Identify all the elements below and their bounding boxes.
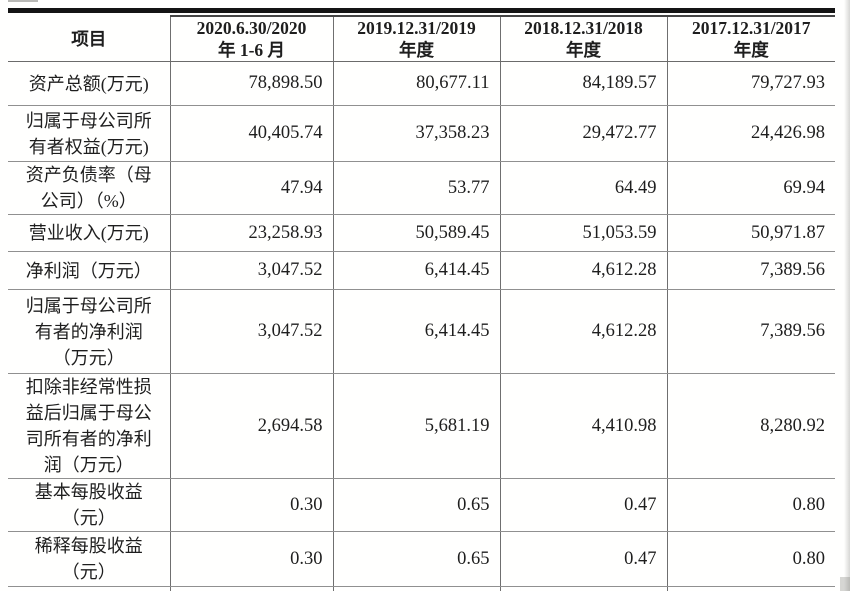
financial-summary-table-wrap: 项目 2020.6.30/2020 年 1-6 月 2019.12.31/201… xyxy=(8,8,835,591)
row-value: 51,053.59 xyxy=(499,214,667,252)
row-value: 0.65 xyxy=(332,478,500,532)
row-value xyxy=(499,586,667,591)
table-row: 稀释每股收益 （元） 0.30 0.65 0.47 0.80 xyxy=(8,531,835,587)
row-value: 0.80 xyxy=(666,531,835,587)
row-label: 净利润（万元） xyxy=(8,251,170,290)
row-value: 84,189.57 xyxy=(499,61,667,106)
row-value: 29,472.77 xyxy=(499,105,667,162)
table-row: 营业收入(万元) 23,258.93 50,589.45 51,053.59 50,97… xyxy=(8,214,835,252)
row-value: 23,258.93 xyxy=(169,214,333,252)
table-row: 资产总额(万元) 78,898.50 80,677.11 84,189.57 79,72… xyxy=(8,61,835,106)
row-value: 4,612.28 xyxy=(499,251,667,290)
row-value: 6,414.45 xyxy=(332,289,500,374)
header-period-2020h1: 2020.6.30/2020 年 1-6 月 xyxy=(169,15,333,62)
row-label: 基本每股收益 （元） xyxy=(8,478,170,532)
table-row: 加权平均净资产 xyxy=(8,586,835,591)
header-row: 项目 2020.6.30/2020 年 1-6 月 2019.12.31/201… xyxy=(8,15,835,62)
row-value: 7,389.56 xyxy=(666,289,835,374)
row-value: 0.47 xyxy=(499,478,667,532)
row-value: 0.65 xyxy=(332,531,500,587)
row-label: 加权平均净资产 xyxy=(8,587,170,591)
row-value: 8,280.92 xyxy=(666,373,835,479)
row-value: 50,971.87 xyxy=(666,214,835,252)
table-row: 基本每股收益 （元） 0.30 0.65 0.47 0.80 xyxy=(8,478,835,532)
row-value: 64.49 xyxy=(499,161,667,215)
row-value: 50,589.45 xyxy=(332,214,500,252)
row-value: 4,410.98 xyxy=(499,373,667,479)
row-value: 24,426.98 xyxy=(666,105,835,162)
row-value: 40,405.74 xyxy=(169,105,333,162)
row-value: 7,389.56 xyxy=(666,251,835,290)
row-value: 6,414.45 xyxy=(332,251,500,290)
financial-summary-table: 项目 2020.6.30/2020 年 1-6 月 2019.12.31/201… xyxy=(8,15,835,591)
row-label: 扣除非经常性损 益后归属于母公 司所有者的净利 润（万元） xyxy=(8,373,170,479)
header-item-label: 项目 xyxy=(8,16,170,62)
scan-artifact xyxy=(8,0,38,2)
row-value: 3,047.52 xyxy=(169,289,333,374)
row-value: 0.30 xyxy=(169,478,333,532)
row-label: 稀释每股收益 （元） xyxy=(8,531,170,587)
table-row: 资产负债率（母 公司）（%） 47.94 53.77 64.49 69.94 xyxy=(8,161,835,215)
header-period-2017: 2017.12.31/2017 年度 xyxy=(666,15,835,62)
header-period-2018: 2018.12.31/2018 年度 xyxy=(499,15,667,62)
row-value: 0.30 xyxy=(169,531,333,587)
row-value xyxy=(332,586,500,591)
row-label: 归属于母公司所 有者的净利润 （万元） xyxy=(8,289,170,374)
row-value: 0.47 xyxy=(499,531,667,587)
row-value: 69.94 xyxy=(666,161,835,215)
row-value xyxy=(666,586,835,591)
row-label: 营业收入(万元) xyxy=(8,214,170,252)
header-period-2019: 2019.12.31/2019 年度 xyxy=(332,15,500,62)
row-value: 3,047.52 xyxy=(169,251,333,290)
page-edge-shadow xyxy=(844,0,850,591)
row-value: 4,612.28 xyxy=(499,289,667,374)
table-row: 归属于母公司所 有者的净利润 （万元） 3,047.52 6,414.45 4,612… xyxy=(8,289,835,374)
row-value: 0.80 xyxy=(666,478,835,532)
row-label: 资产总额(万元) xyxy=(8,61,170,106)
row-value: 80,677.11 xyxy=(332,61,500,106)
table-row: 扣除非经常性损 益后归属于母公 司所有者的净利 润（万元） 2,694.58 5,6… xyxy=(8,373,835,479)
page-corner-shadow xyxy=(840,577,850,591)
row-value: 53.77 xyxy=(332,161,500,215)
row-value: 79,727.93 xyxy=(666,61,835,106)
table-top-border xyxy=(8,8,835,13)
row-value: 47.94 xyxy=(169,161,333,215)
table-row: 净利润（万元） 3,047.52 6,414.45 4,612.28 7,389.56 xyxy=(8,251,835,290)
row-value: 5,681.19 xyxy=(332,373,500,479)
row-value xyxy=(169,586,333,591)
row-value: 2,694.58 xyxy=(169,373,333,479)
row-value: 37,358.23 xyxy=(332,105,500,162)
table-row: 归属于母公司所 有者权益(万元) 40,405.74 37,358.23 29,472… xyxy=(8,105,835,162)
row-label: 归属于母公司所 有者权益(万元) xyxy=(8,105,170,162)
row-value: 78,898.50 xyxy=(169,61,333,106)
row-label: 资产负债率（母 公司）（%） xyxy=(8,161,170,215)
